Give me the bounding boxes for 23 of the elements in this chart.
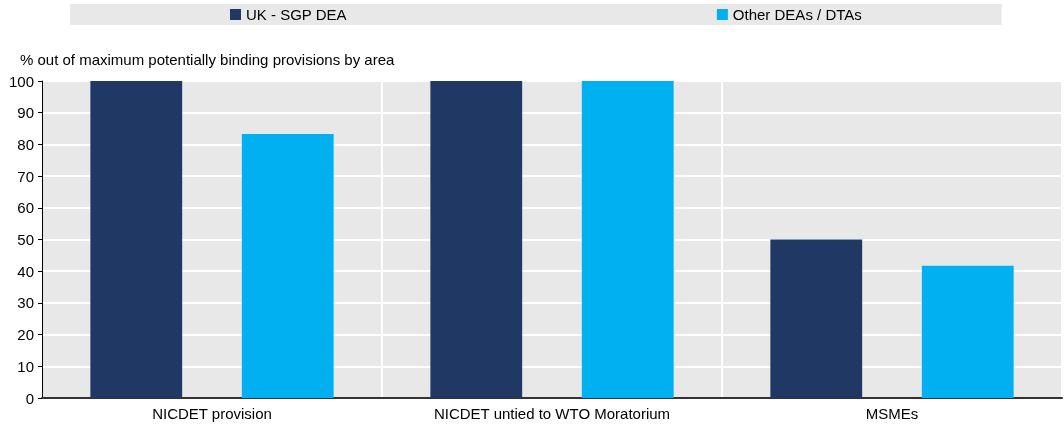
y-tick-label: 50: [17, 231, 34, 248]
y-axis-title: % out of maximum potentially binding provisions by area: [20, 51, 396, 68]
bar: [241, 133, 334, 398]
legend-label: UK - SGP DEA: [246, 6, 347, 23]
bar: [430, 81, 523, 398]
bar: [581, 81, 674, 398]
bar: [770, 239, 863, 398]
y-tick-label: 70: [17, 167, 34, 185]
y-tick-label: 30: [17, 294, 34, 312]
bar: [90, 81, 183, 398]
y-tick-label: 10: [17, 357, 34, 375]
x-tick-label: NICDET untied to WTO Moratorium: [433, 405, 671, 422]
y-tick-label: 0: [25, 389, 34, 407]
y-tick-label: 90: [17, 104, 34, 122]
y-tick-label: 20: [17, 326, 34, 344]
x-tick-label: NICDET provision: [152, 405, 272, 422]
y-tick-label: 40: [17, 262, 34, 280]
bar: [921, 265, 1014, 398]
y-tick-label: 60: [17, 199, 34, 217]
legend-label: Other DEAs / DTAs: [732, 6, 862, 23]
y-tick-label: 80: [17, 135, 34, 153]
x-tick-label: MSMEs: [865, 405, 919, 422]
y-tick-label: 100: [8, 72, 34, 90]
